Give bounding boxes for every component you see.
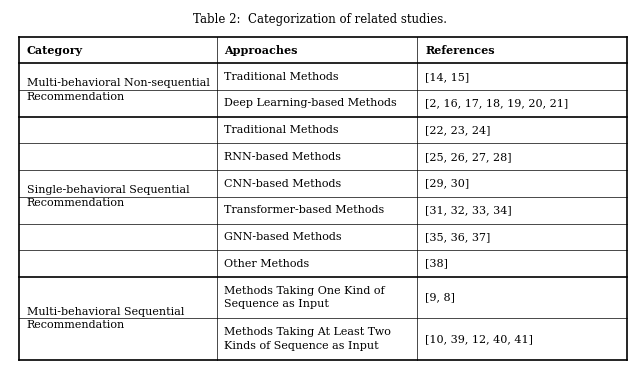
Text: Recommendation: Recommendation (27, 92, 125, 102)
Text: Single-behavioral Sequential: Single-behavioral Sequential (27, 185, 189, 195)
Text: GNN-based Methods: GNN-based Methods (225, 232, 342, 242)
Text: Multi-behavioral Sequential: Multi-behavioral Sequential (27, 307, 184, 317)
Text: Recommendation: Recommendation (27, 320, 125, 330)
Text: [9, 8]: [9, 8] (425, 292, 455, 303)
Text: [14, 15]: [14, 15] (425, 72, 469, 82)
Text: [25, 26, 27, 28]: [25, 26, 27, 28] (425, 152, 512, 162)
Text: Traditional Methods: Traditional Methods (225, 125, 339, 135)
Text: CNN-based Methods: CNN-based Methods (225, 178, 342, 189)
Text: Sequence as Input: Sequence as Input (225, 299, 330, 309)
Text: Other Methods: Other Methods (225, 259, 310, 269)
Text: Recommendation: Recommendation (27, 199, 125, 208)
Text: Approaches: Approaches (225, 44, 298, 55)
Text: Table 2:  Categorization of related studies.: Table 2: Categorization of related studi… (193, 13, 447, 26)
Text: Category: Category (27, 44, 83, 55)
Text: [35, 36, 37]: [35, 36, 37] (425, 232, 490, 242)
Text: Transformer-based Methods: Transformer-based Methods (225, 205, 385, 215)
Text: [38]: [38] (425, 259, 448, 269)
Text: Methods Taking One Kind of: Methods Taking One Kind of (225, 286, 385, 296)
Text: References: References (425, 44, 495, 55)
Text: Deep Learning-based Methods: Deep Learning-based Methods (225, 98, 397, 108)
Text: [10, 39, 12, 40, 41]: [10, 39, 12, 40, 41] (425, 334, 533, 344)
Text: [29, 30]: [29, 30] (425, 178, 469, 189)
Text: Kinds of Sequence as Input: Kinds of Sequence as Input (225, 341, 379, 350)
Text: [31, 32, 33, 34]: [31, 32, 33, 34] (425, 205, 512, 215)
Text: RNN-based Methods: RNN-based Methods (225, 152, 342, 162)
Text: [2, 16, 17, 18, 19, 20, 21]: [2, 16, 17, 18, 19, 20, 21] (425, 98, 568, 108)
Text: [22, 23, 24]: [22, 23, 24] (425, 125, 491, 135)
Text: Methods Taking At Least Two: Methods Taking At Least Two (225, 327, 391, 337)
Text: Multi-behavioral Non-sequential: Multi-behavioral Non-sequential (27, 79, 210, 88)
Text: Traditional Methods: Traditional Methods (225, 72, 339, 82)
